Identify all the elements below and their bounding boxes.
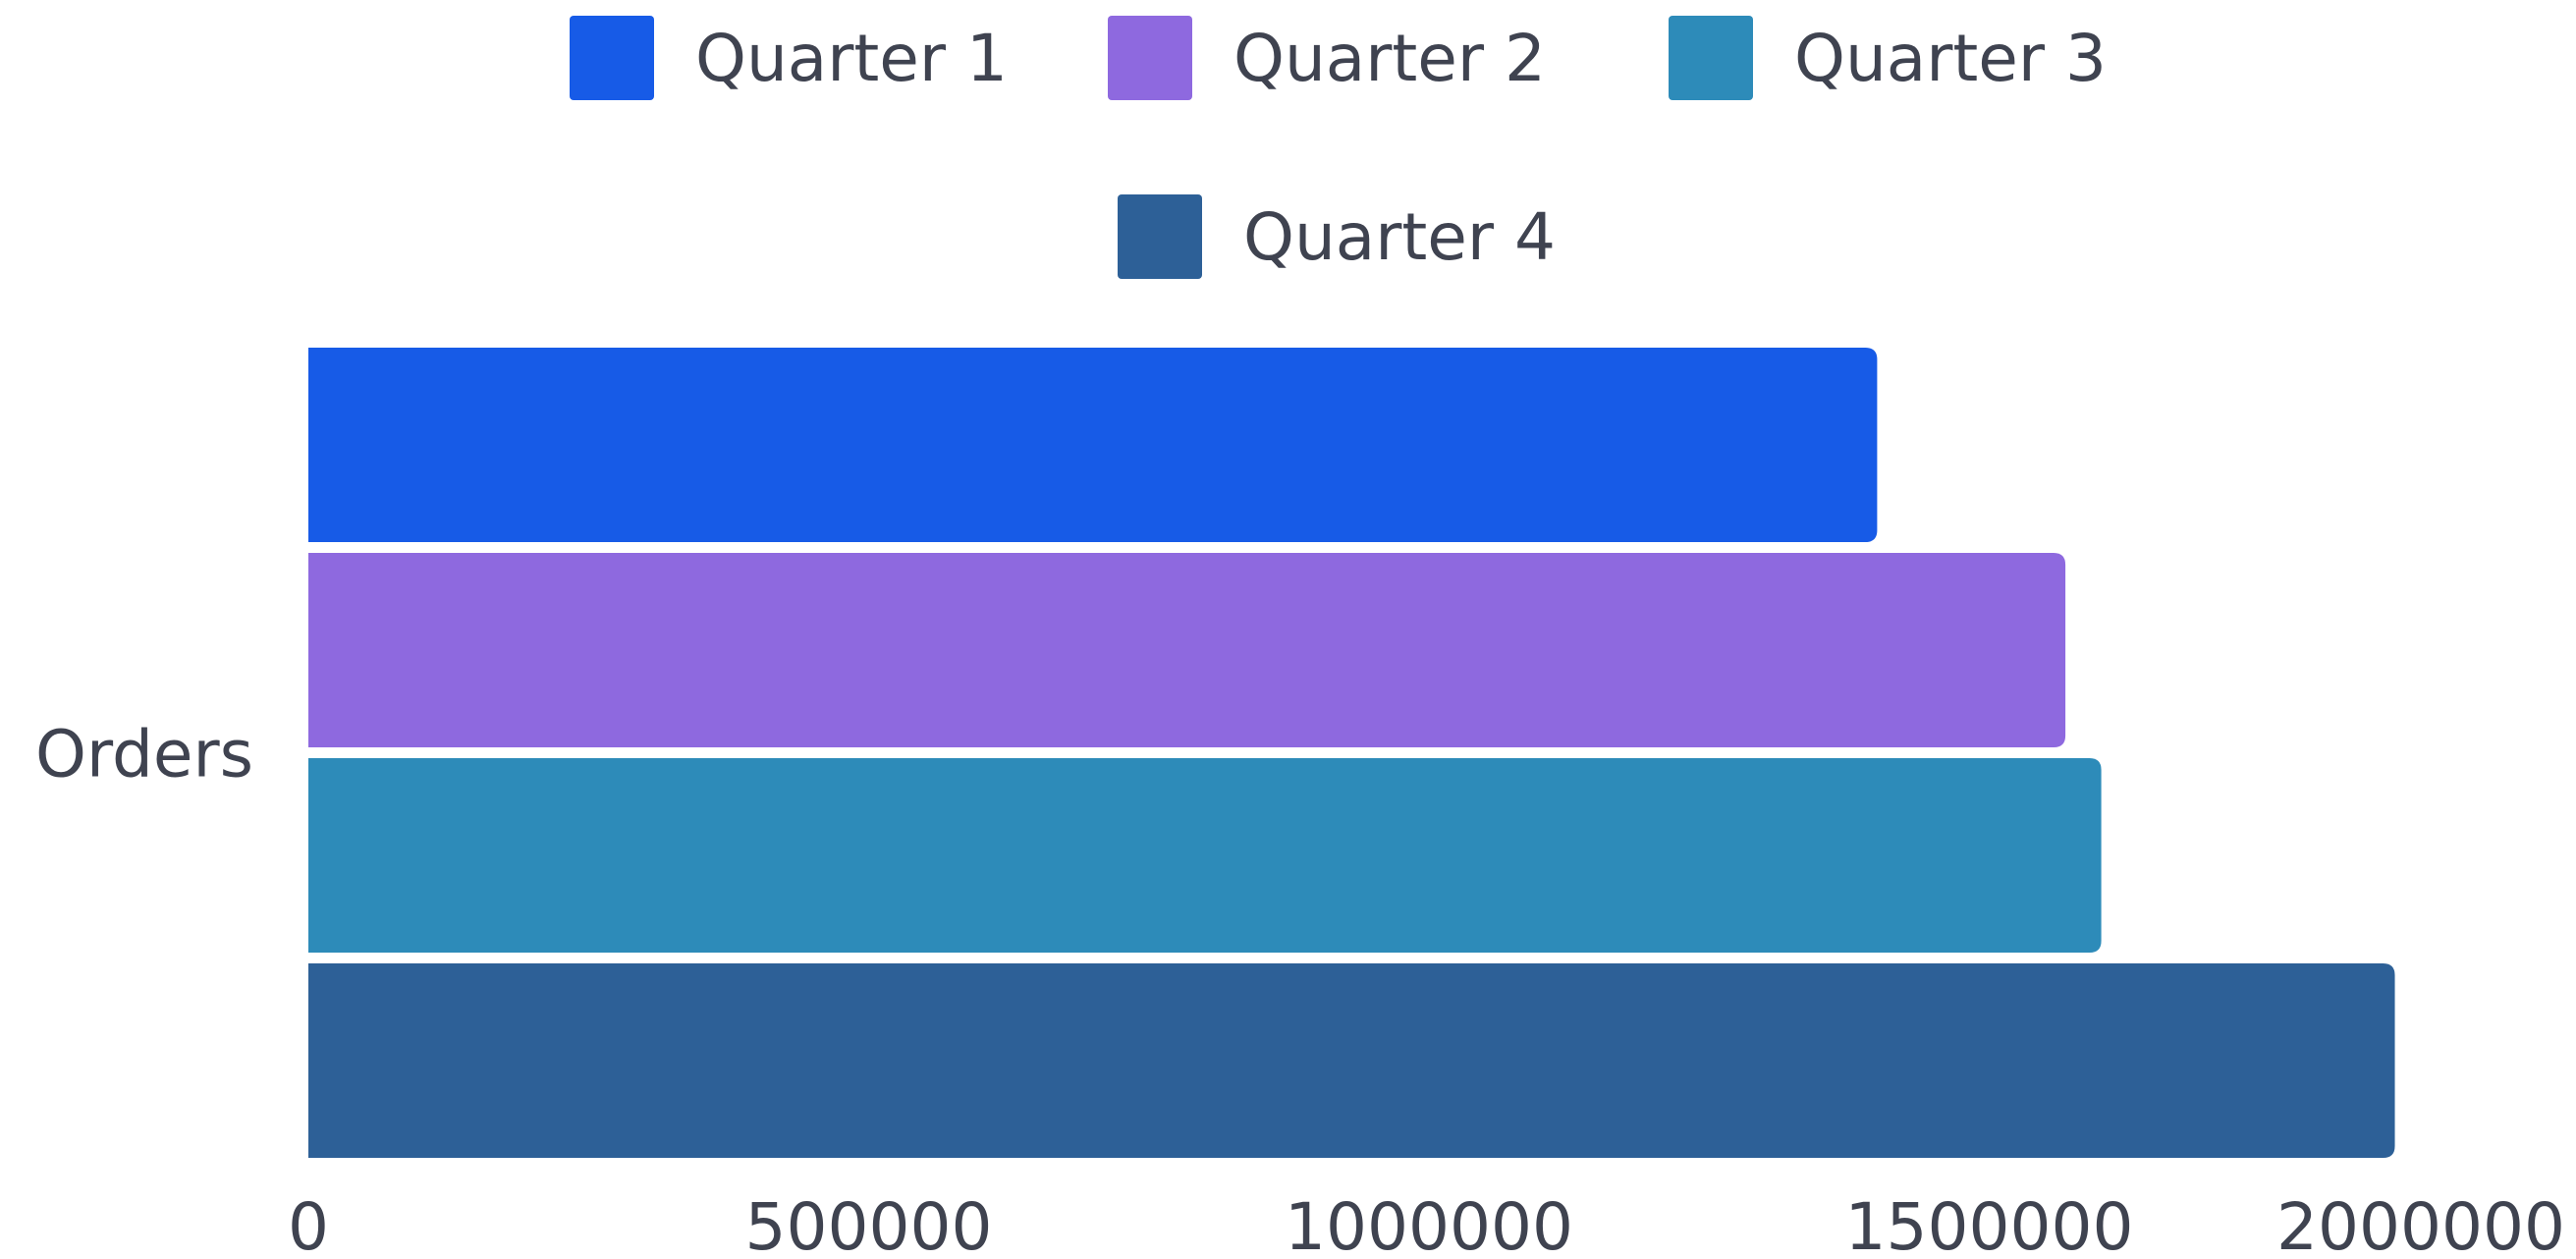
bar xyxy=(308,963,2395,1158)
legend-label: Quarter 1 xyxy=(695,21,1008,96)
category-label: Orders xyxy=(35,717,253,793)
bar xyxy=(308,348,1878,542)
legend-swatch xyxy=(1108,16,1192,100)
legend-item[interactable]: Quarter 1 xyxy=(570,16,1008,100)
x-tick-label: 0 xyxy=(288,1189,329,1259)
legend: Quarter 1 Quarter 2 Quarter 3 Quarter 4 xyxy=(570,16,2107,279)
x-tick-label: 2000000 xyxy=(2276,1189,2565,1259)
legend-item[interactable]: Quarter 4 xyxy=(1118,194,1556,279)
x-axis-ticks: 0 500000 1000000 1500000 2000000 xyxy=(288,1189,2565,1259)
legend-label: Quarter 4 xyxy=(1243,199,1556,275)
bar xyxy=(308,758,2102,953)
x-tick-label: 1500000 xyxy=(1845,1189,2134,1259)
legend-item[interactable]: Quarter 2 xyxy=(1108,16,1546,100)
category-labels: Orders xyxy=(35,717,253,793)
legend-swatch xyxy=(570,16,654,100)
x-tick-label: 1000000 xyxy=(1285,1189,1573,1259)
x-tick-label: 500000 xyxy=(745,1189,993,1259)
legend-label: Quarter 2 xyxy=(1233,21,1546,96)
legend-swatch xyxy=(1118,194,1202,279)
legend-label: Quarter 3 xyxy=(1794,21,2107,96)
bars xyxy=(308,348,2395,1158)
bar xyxy=(308,553,2066,747)
legend-swatch xyxy=(1669,16,1753,100)
legend-item[interactable]: Quarter 3 xyxy=(1669,16,2107,100)
